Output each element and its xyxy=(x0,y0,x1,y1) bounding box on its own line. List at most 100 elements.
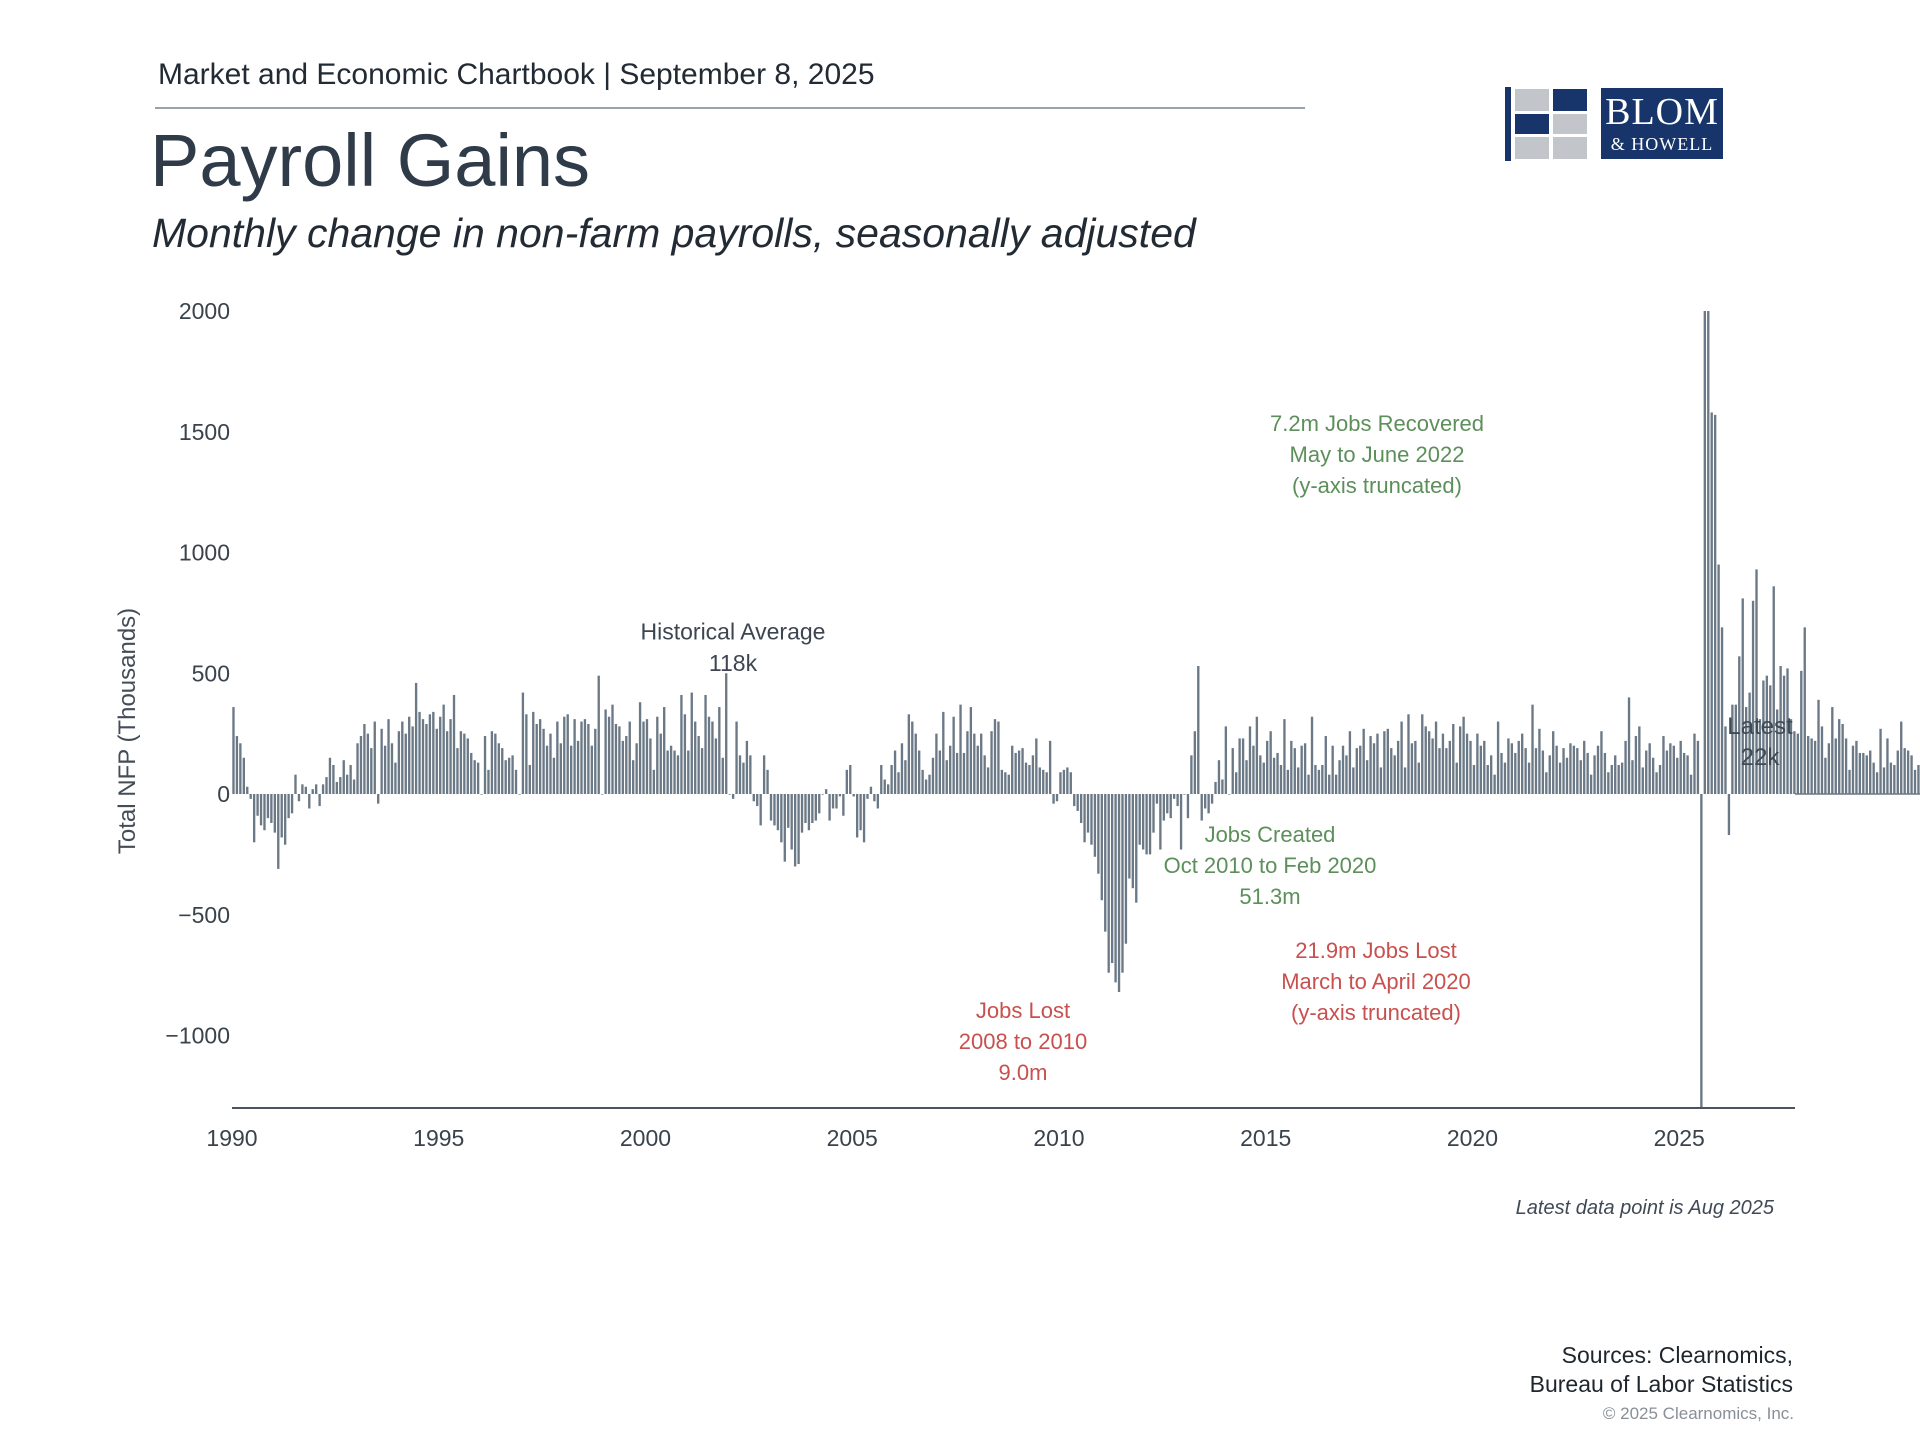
x-tick-label: 2025 xyxy=(1654,1125,1705,1151)
bar-month xyxy=(1689,774,1693,794)
annotation-jobs-created-line: Oct 2010 to Feb 2020 xyxy=(1164,853,1377,878)
bar-month xyxy=(1665,750,1669,794)
bar-month xyxy=(325,777,328,794)
bar-month xyxy=(1872,762,1875,794)
bar-month xyxy=(1803,627,1806,794)
annotation-jobs-created-line: 51.3m xyxy=(1239,884,1300,909)
bar-month xyxy=(1913,769,1917,794)
bar-month xyxy=(1524,748,1527,794)
bar-month xyxy=(1834,738,1837,794)
bar-month xyxy=(463,733,466,795)
bar-month xyxy=(339,777,342,794)
bar-month xyxy=(1793,731,1796,794)
bar-month xyxy=(297,794,301,802)
bar-month xyxy=(1458,726,1462,794)
bar-month xyxy=(1648,743,1651,794)
bar-month xyxy=(632,760,635,794)
bar-month xyxy=(935,733,938,795)
bar-month xyxy=(787,794,790,828)
bar-month xyxy=(1172,794,1176,799)
bar-month xyxy=(380,728,383,794)
bar-month xyxy=(1586,752,1589,794)
bar-month xyxy=(807,794,811,831)
bar-month xyxy=(346,774,349,794)
bar-month xyxy=(707,716,711,794)
bar-month xyxy=(490,731,494,794)
bar-month xyxy=(1431,738,1434,794)
chartbook-header: Market and Economic Chartbook | Septembe… xyxy=(158,58,875,91)
bar-month xyxy=(1851,745,1855,794)
bar-month xyxy=(1810,738,1813,794)
bar-month xyxy=(1448,740,1452,794)
bar-month xyxy=(1910,755,1913,794)
bar-month xyxy=(445,731,449,794)
bar-month xyxy=(1669,743,1672,794)
bar-month xyxy=(1707,311,1710,794)
bar-month xyxy=(587,723,590,794)
bar-month xyxy=(1390,748,1393,794)
bar-month xyxy=(852,794,855,797)
bar-month xyxy=(1014,752,1017,794)
bar-month xyxy=(780,794,783,843)
bar-month xyxy=(945,760,948,794)
annotation-jobs-recovered-line: (y-axis truncated) xyxy=(1292,473,1462,498)
bar-month xyxy=(1589,774,1593,794)
bar-month xyxy=(390,743,394,794)
bar-month xyxy=(473,760,476,794)
bar-month xyxy=(1889,762,1893,794)
bar-month xyxy=(938,750,942,794)
bar-month xyxy=(1824,757,1827,794)
bar-month xyxy=(1682,752,1686,794)
bar-month xyxy=(1452,723,1455,794)
bar-month xyxy=(1855,740,1858,794)
bar-month xyxy=(1386,728,1389,794)
bar-month xyxy=(1259,755,1262,794)
bar-month xyxy=(1841,723,1844,794)
bar-month xyxy=(1076,794,1079,811)
bar-month xyxy=(528,765,531,794)
bar-month xyxy=(497,743,500,794)
bar-month xyxy=(1224,726,1228,794)
x-tick-label: 2000 xyxy=(620,1125,671,1151)
bar-month xyxy=(449,719,452,794)
bar-month xyxy=(504,760,507,794)
bar-month xyxy=(1114,794,1117,983)
bar-month xyxy=(728,794,731,795)
bar-month xyxy=(1521,733,1524,795)
bar-month xyxy=(1400,721,1403,794)
bar-month xyxy=(1045,772,1048,794)
bar-month xyxy=(277,794,280,869)
bar-month xyxy=(880,765,883,794)
bar-month xyxy=(1627,697,1631,794)
bar-month xyxy=(1662,736,1665,794)
annotation-jobs-lost-2008-line: 9.0m xyxy=(999,1060,1048,1085)
bar-month xyxy=(1427,731,1431,794)
bar-month xyxy=(1527,762,1531,794)
bar-month xyxy=(401,721,404,794)
bar-month xyxy=(1252,745,1255,794)
bar-month xyxy=(1276,752,1279,794)
bar-month xyxy=(1614,755,1617,794)
bar-month xyxy=(900,743,904,794)
bar-month xyxy=(676,755,680,794)
bar-month xyxy=(1300,745,1303,794)
bar-month xyxy=(1655,772,1658,794)
annotation-jobs-lost-2020-line: March to April 2020 xyxy=(1281,969,1471,994)
bar-month xyxy=(983,755,986,794)
bar-month xyxy=(1093,794,1097,857)
bar-month xyxy=(1297,767,1300,794)
bar-month xyxy=(301,784,304,794)
bar-month xyxy=(638,702,642,794)
bar-month xyxy=(1676,757,1679,794)
bar-month xyxy=(645,719,649,794)
bar-month xyxy=(1000,769,1004,794)
bar-month xyxy=(1138,794,1141,845)
bar-month xyxy=(604,709,607,794)
bar-month xyxy=(1562,748,1565,794)
bar-month xyxy=(1379,767,1383,794)
bar-month xyxy=(1241,738,1245,794)
bar-month xyxy=(1221,779,1224,794)
bar-month xyxy=(1135,794,1138,903)
bar-month xyxy=(1424,726,1427,794)
bar-month xyxy=(432,711,435,794)
